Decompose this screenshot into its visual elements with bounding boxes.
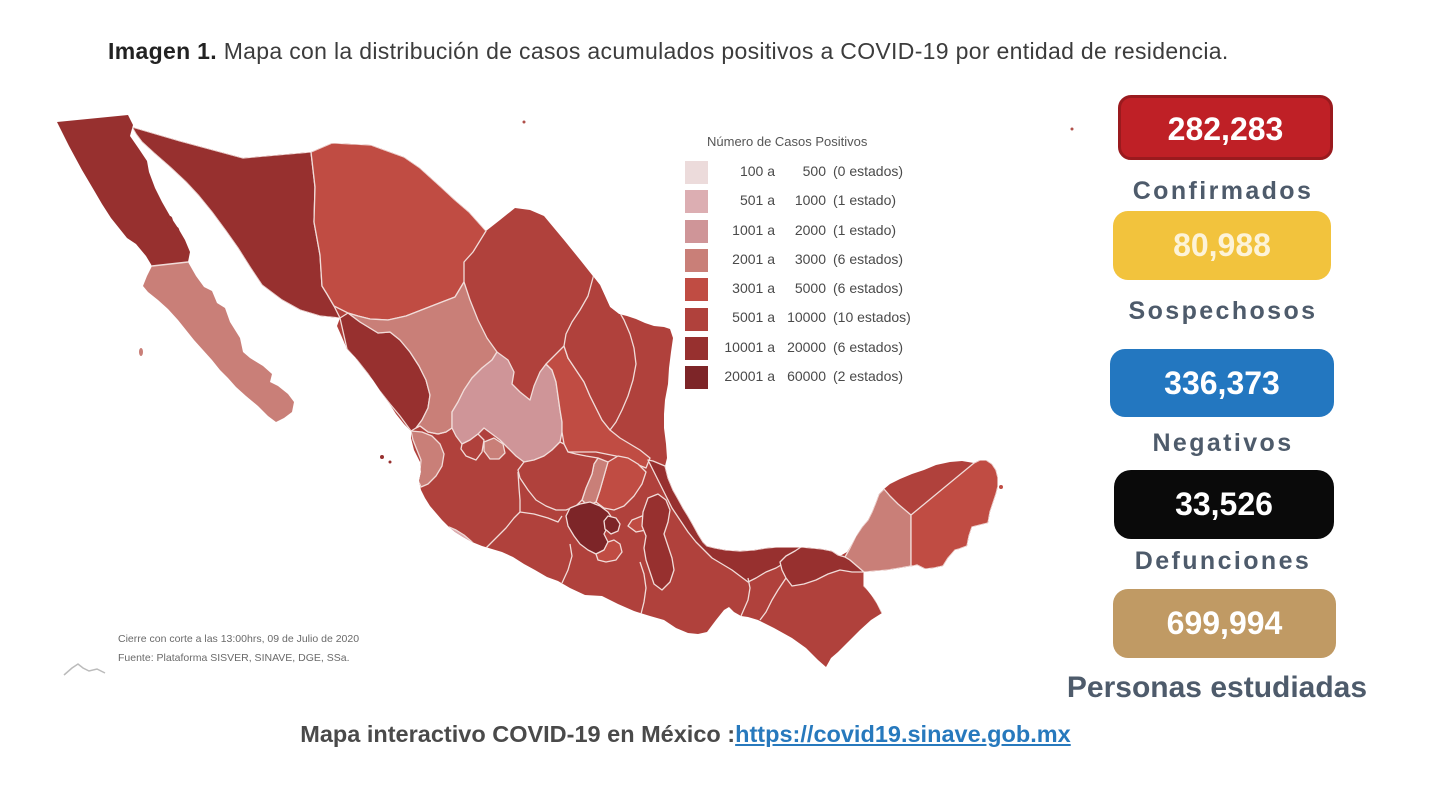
svg-text:Cierre con corte a las 13:00hr: Cierre con corte a las 13:00hrs, 09 de J… [118,633,359,645]
svg-text:(1 estado): (1 estado) [833,192,896,208]
svg-text:2000: 2000 [795,222,826,238]
svg-text:Número de Casos Positivos: Número de Casos Positivos [707,134,868,149]
svg-text:3000: 3000 [795,251,826,267]
svg-text:20001 a: 20001 a [724,368,775,384]
svg-text:2001 a: 2001 a [732,251,775,267]
svg-text:(10 estados): (10 estados) [833,309,911,325]
svg-text:(2 estados): (2 estados) [833,368,903,384]
svg-text:(6 estados): (6 estados) [833,251,903,267]
svg-text:500: 500 [803,163,827,179]
svg-text:Fuente: Plataforma SISVER, SIN: Fuente: Plataforma SISVER, SINAVE, DGE, … [118,652,349,664]
svg-text:(6 estados): (6 estados) [833,280,903,296]
svg-text:1001 a: 1001 a [732,222,775,238]
svg-text:(1 estado): (1 estado) [833,222,896,238]
svg-text:3001 a: 3001 a [732,280,775,296]
svg-text:5000: 5000 [795,280,826,296]
svg-text:20000: 20000 [787,339,826,355]
svg-text:100 a: 100 a [740,163,775,179]
svg-text:(6 estados): (6 estados) [833,339,903,355]
svg-text:10000: 10000 [787,309,826,325]
svg-text:60000: 60000 [787,368,826,384]
svg-text:1000: 1000 [795,192,826,208]
svg-text:(0 estados): (0 estados) [833,163,903,179]
svg-text:5001 a: 5001 a [732,309,775,325]
svg-text:10001 a: 10001 a [724,339,775,355]
svg-text:501 a: 501 a [740,192,775,208]
